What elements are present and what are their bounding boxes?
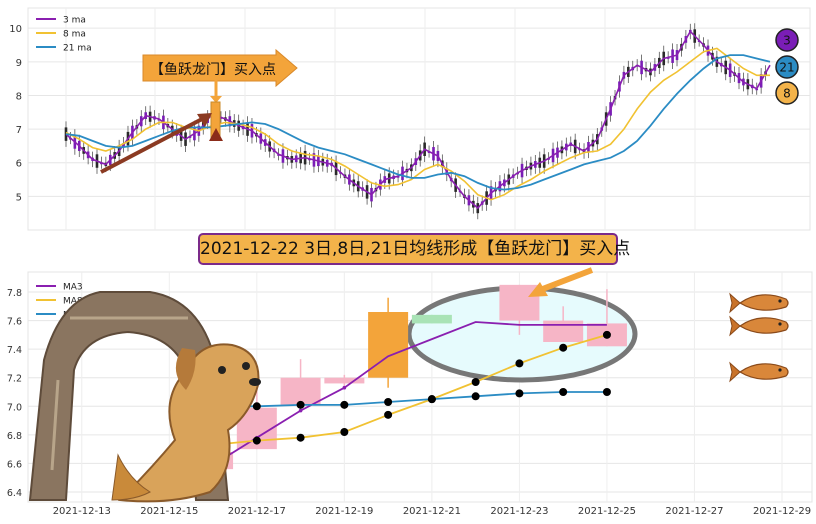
bottom-ma-point bbox=[296, 433, 305, 442]
bottom-y-tick-label: 7.4 bbox=[7, 345, 22, 356]
bottom-x-tick-label: 2021-12-21 bbox=[403, 506, 461, 517]
top-callout-arrow bbox=[142, 48, 298, 88]
bottom-x-tick-label: 2021-12-27 bbox=[665, 506, 723, 517]
bottom-candle-body bbox=[280, 377, 321, 405]
bottom-ma-point bbox=[342, 385, 347, 390]
top-line-3-ma bbox=[65, 30, 771, 210]
top-y-tick-label: 6 bbox=[16, 159, 22, 170]
bottom-ma-point bbox=[427, 395, 436, 404]
top-trend-arrow-head bbox=[197, 113, 212, 127]
bottom-legend-label: MA3 bbox=[63, 283, 83, 293]
bottom-line-MA8 bbox=[213, 334, 608, 446]
dog-nose bbox=[249, 378, 261, 386]
carp-body bbox=[738, 317, 789, 334]
bottom-candle-body bbox=[499, 284, 540, 321]
bottom-ma-point bbox=[471, 392, 480, 401]
top-ma-badge-circle bbox=[775, 55, 799, 79]
bottom-x-tick-label: 2021-12-29 bbox=[753, 506, 811, 517]
carp-eye bbox=[778, 368, 782, 372]
top-highlight-marker bbox=[209, 128, 223, 141]
bottom-y-tick-label: 7.8 bbox=[7, 288, 22, 299]
top-trend-arrow-line bbox=[100, 116, 205, 174]
dog-ear bbox=[175, 348, 196, 390]
bottom-y-tick-label: 7.6 bbox=[7, 317, 22, 328]
top-ma-badge-label: 8 bbox=[783, 87, 791, 101]
dog-body-shape bbox=[117, 343, 260, 503]
carp-illustration bbox=[729, 292, 789, 314]
bottom-candle-body bbox=[411, 314, 452, 324]
dog-eye bbox=[218, 366, 226, 374]
bottom-ma-point bbox=[384, 410, 393, 419]
bottom-x-tick-label: 2021-12-17 bbox=[228, 506, 286, 517]
bottom-ma-point bbox=[515, 359, 524, 368]
bottom-candle-body bbox=[324, 377, 365, 384]
bottom-ma-point bbox=[340, 428, 349, 436]
bottom-x-tick-label: 2021-12-25 bbox=[578, 506, 636, 517]
top-legend-label: 21 ma bbox=[63, 44, 92, 54]
carp-body bbox=[738, 294, 789, 311]
bottom-y-tick-label: 7.2 bbox=[7, 374, 22, 385]
top-y-tick-label: 9 bbox=[16, 58, 22, 69]
top-ma-badge-circle bbox=[775, 81, 799, 105]
bottom-ma-point bbox=[602, 388, 611, 396]
fish-tail-shape bbox=[111, 453, 152, 501]
top-line-8-ma bbox=[65, 47, 770, 201]
bottom-candle-body bbox=[543, 320, 584, 342]
carp-illustration bbox=[729, 361, 789, 383]
dog-fish-illustration bbox=[111, 343, 261, 503]
top-legend-label: 8 ma bbox=[63, 30, 86, 40]
bottom-ma-point bbox=[602, 330, 611, 339]
top-ma-badge-label: 3 bbox=[783, 34, 791, 48]
top-y-tick-label: 5 bbox=[16, 192, 22, 203]
carp-tail bbox=[729, 315, 741, 337]
carp-tail bbox=[729, 292, 741, 314]
bottom-x-tick-label: 2021-12-23 bbox=[490, 506, 548, 517]
top-callout-stem-head bbox=[210, 96, 222, 103]
chart-title-banner: 2021-12-22 3日,8日,21日均线形成【鱼跃龙门】买入点 bbox=[198, 233, 630, 265]
carp-illustration bbox=[729, 315, 789, 337]
top-legend-label: 3 ma bbox=[63, 16, 86, 26]
top-y-tick-label: 8 bbox=[16, 91, 22, 102]
bottom-ma-point bbox=[340, 400, 349, 409]
bottom-candle-body bbox=[368, 312, 409, 378]
bottom-x-tick-label: 2021-12-19 bbox=[315, 506, 373, 517]
top-callout-label: 【鱼跃龙门】买入点 bbox=[150, 61, 276, 78]
bottom-y-tick-label: 6.4 bbox=[7, 488, 22, 499]
top-ma-badge-circle bbox=[775, 28, 799, 52]
bottom-ma-point bbox=[559, 388, 568, 396]
bottom-ma-point bbox=[515, 389, 524, 398]
bottom-ma-point bbox=[252, 436, 261, 445]
bottom-ma-point bbox=[298, 408, 303, 413]
carp-eye bbox=[778, 299, 782, 303]
bottom-y-tick-label: 6.6 bbox=[7, 459, 22, 470]
dog-eye bbox=[242, 362, 250, 370]
bottom-legend-label: MA8 bbox=[63, 297, 83, 307]
carp-eye bbox=[778, 322, 782, 326]
bottom-y-tick-label: 7.0 bbox=[7, 402, 22, 413]
top-y-tick-label: 10 bbox=[9, 24, 22, 35]
bottom-ma-point bbox=[296, 400, 305, 409]
bottom-ma-point bbox=[384, 398, 393, 406]
bottom-callout-arrow-line bbox=[538, 267, 594, 293]
top-y-tick-label: 7 bbox=[16, 125, 22, 136]
bottom-ma-point bbox=[559, 343, 568, 352]
bottom-ma-point bbox=[471, 378, 480, 386]
bottom-y-tick-label: 6.8 bbox=[7, 431, 22, 442]
bottom-x-tick-label: 2021-12-15 bbox=[140, 506, 198, 517]
top-ma-badge-label: 21 bbox=[779, 61, 794, 75]
carp-tail bbox=[729, 361, 741, 383]
bottom-line-MA3 bbox=[212, 321, 607, 466]
bottom-line-MA21 bbox=[213, 391, 607, 408]
bottom-x-tick-label: 2021-12-13 bbox=[53, 506, 111, 517]
bottom-ma-point bbox=[252, 402, 261, 411]
carp-body bbox=[738, 363, 789, 380]
bottom-callout-arrow-head bbox=[528, 282, 548, 297]
